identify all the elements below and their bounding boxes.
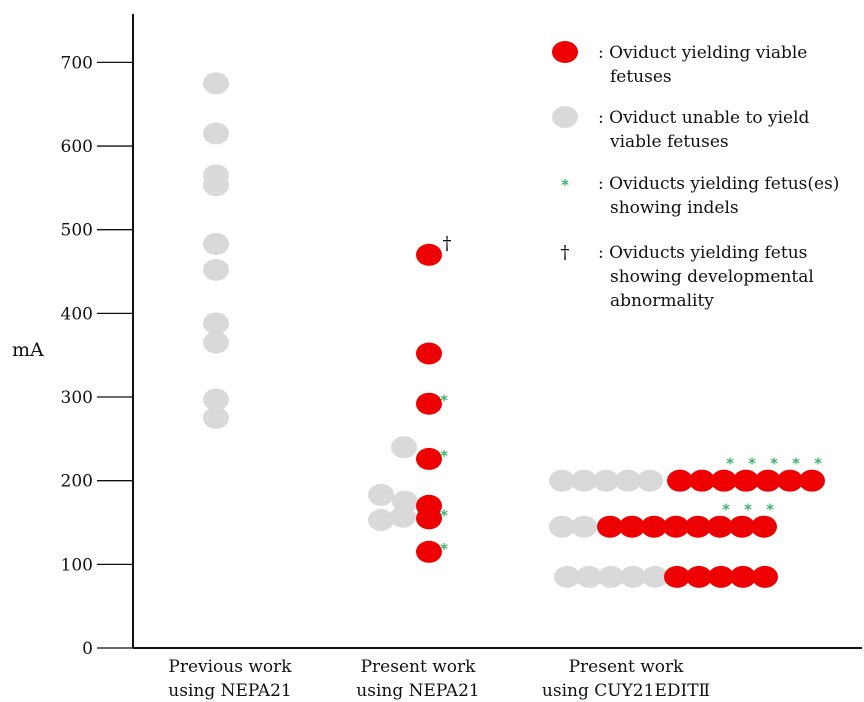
legend-text: : Oviducts yielding fetus(es) [598, 174, 839, 194]
data-point-unviable [203, 232, 229, 255]
data-point-viable [664, 565, 690, 588]
data-point-unviable [390, 505, 416, 528]
data-point-viable [416, 243, 442, 266]
data-point-unviable [203, 388, 229, 411]
data-point-viable [667, 469, 693, 492]
data-point-unviable [571, 469, 597, 492]
data-point-viable [416, 540, 442, 563]
y-tick-label: 400 [61, 304, 93, 324]
data-point-unviable [549, 515, 575, 538]
legend-marker-viable [552, 41, 578, 63]
data-point-viable [641, 515, 667, 538]
y-tick-label: 100 [61, 555, 93, 575]
data-point-unviable [571, 515, 597, 538]
data-point-viable [708, 565, 734, 588]
legend-text: viable fetuses [609, 132, 729, 152]
data-point-unviable [203, 406, 229, 429]
legend-text: fetuses [610, 67, 672, 87]
data-point-viable [416, 342, 442, 365]
category-label: using NEPA21 [356, 681, 479, 701]
data-point-viable [416, 507, 442, 530]
legend-text: : Oviducts yielding fetus [598, 243, 807, 263]
legend-text: showing developmental [610, 267, 814, 287]
data-point-unviable [391, 436, 417, 459]
data-point-viable [689, 469, 715, 492]
legend-text: : Oviduct yielding viable [598, 43, 807, 63]
legend: : Oviduct yielding viable fetuses : Oviduc… [552, 41, 839, 311]
data-point-viable [755, 469, 781, 492]
indel-marker: * [792, 455, 800, 473]
data-point-unviable [203, 174, 229, 197]
y-tick-label: 600 [61, 137, 93, 157]
data-point-viable [711, 469, 737, 492]
data-point-unviable [203, 122, 229, 145]
data-point-viable [707, 515, 733, 538]
data-point-viable [777, 469, 803, 492]
category-label: Present work [361, 657, 477, 677]
data-point-viable [799, 469, 825, 492]
data-point-viable [730, 565, 756, 588]
category-label: using NEPA21 [168, 681, 291, 701]
data-point-unviable [203, 331, 229, 354]
data-point-unviable [368, 509, 394, 532]
data-point-unviable [554, 565, 580, 588]
data-point-unviable [637, 469, 663, 492]
data-point-viable [752, 565, 778, 588]
data-point-unviable [642, 565, 668, 588]
y-tick-label: 700 [61, 53, 93, 73]
y-tick-label: 300 [61, 388, 93, 408]
data-point-unviable [549, 469, 575, 492]
data-point-unviable [368, 483, 394, 506]
indel-marker: * [722, 501, 730, 519]
y-ticks: 0 100 200 300 400 500 600 700 [61, 53, 133, 659]
indel-marker: * [440, 540, 448, 558]
data-point-viable [733, 469, 759, 492]
indel-marker: * [766, 501, 774, 519]
data-point-viable [729, 515, 755, 538]
y-axis-label: mA [12, 339, 44, 361]
data-point-viable [685, 515, 711, 538]
legend-marker-abnormality: † [561, 242, 570, 263]
data-point-unviable [593, 469, 619, 492]
data-point-unviable [598, 565, 624, 588]
legend-text: abnormality [610, 291, 714, 311]
indel-marker: * [440, 447, 448, 465]
indel-marker: * [814, 455, 822, 473]
indel-marker: * [744, 501, 752, 519]
data-points: † * * * * * * * * * * * * [203, 72, 825, 588]
indel-marker: * [748, 455, 756, 473]
data-point-viable [416, 447, 442, 470]
indel-marker: * [440, 506, 448, 524]
legend-text: showing indels [610, 198, 739, 218]
y-tick-label: 0 [82, 639, 93, 659]
category-label: using CUY21EDITⅡ [542, 681, 710, 701]
data-point-viable [751, 515, 777, 538]
legend-marker-indel: * [561, 176, 569, 194]
data-point-viable [619, 515, 645, 538]
data-point-unviable [620, 565, 646, 588]
indel-marker: * [770, 455, 778, 473]
category-label: Present work [569, 657, 685, 677]
indel-marker: * [726, 455, 734, 473]
data-point-unviable [203, 72, 229, 95]
legend-marker-unviable [552, 106, 578, 128]
abnormality-marker: † [443, 233, 452, 254]
y-tick-label: 200 [61, 472, 93, 492]
y-tick-label: 500 [61, 221, 93, 241]
axes [132, 14, 862, 649]
data-point-viable [686, 565, 712, 588]
data-point-viable [416, 392, 442, 415]
indel-marker: * [440, 392, 448, 410]
data-point-viable [663, 515, 689, 538]
data-point-unviable [203, 312, 229, 335]
data-point-unviable [576, 565, 602, 588]
category-labels: Previous work using NEPA21 Present work usi… [168, 657, 710, 701]
data-point-viable [597, 515, 623, 538]
data-point-unviable [203, 258, 229, 281]
category-label: Previous work [168, 657, 292, 677]
data-point-unviable [615, 469, 641, 492]
legend-text: : Oviduct unable to yield [598, 108, 810, 128]
